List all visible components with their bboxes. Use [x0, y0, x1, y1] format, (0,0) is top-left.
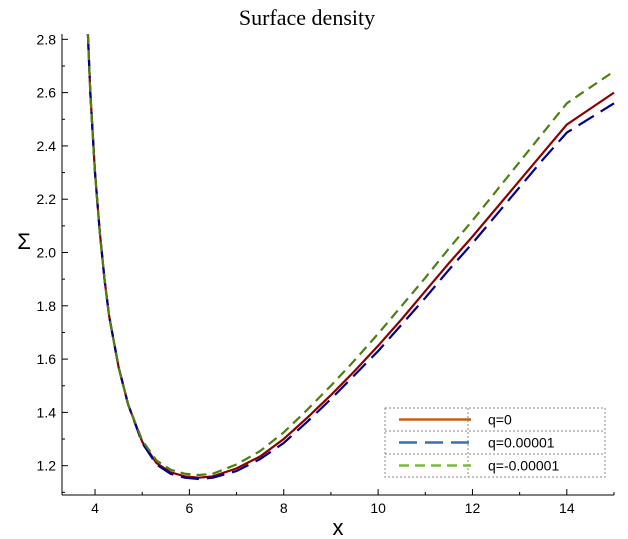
x-tick-label: 12	[465, 500, 481, 516]
y-tick-label: 1.2	[37, 458, 57, 474]
legend-label-3: q=-0.00001	[488, 458, 559, 474]
axes: 4 6 8 10 12 14 1.2 1.4 1.6 1.8 2.0 2.2 2.4 2.6 2.8	[37, 31, 615, 516]
series-line-2	[86, 33, 615, 481]
x-axis-label: x	[333, 515, 344, 539]
y-tick-label: 1.8	[37, 298, 57, 314]
y-tick-label: 1.4	[37, 404, 57, 420]
legend: q=0 q=0.00001 q=-0.00001	[384, 407, 606, 478]
x-tick-label: 10	[370, 500, 386, 516]
x-tick-label: 4	[91, 500, 99, 516]
y-tick-label: 2.8	[37, 31, 57, 47]
y-tick-label: 1.6	[37, 351, 57, 367]
x-tick-label: 14	[559, 500, 575, 516]
series-line-1	[86, 33, 615, 479]
y-tick-label: 2.6	[37, 85, 57, 101]
y-tick-label: 2.0	[37, 245, 57, 261]
legend-label-1: q=0	[488, 412, 512, 428]
x-tick-label: 6	[185, 500, 193, 516]
legend-label-2: q=0.00001	[488, 435, 555, 451]
series-line-3	[86, 33, 615, 477]
y-axis-label: Σ	[17, 229, 31, 254]
chart-title: Surface density	[239, 5, 375, 30]
series-layer	[86, 33, 615, 481]
y-tick-label: 2.4	[37, 138, 57, 154]
y-tick-label: 2.2	[37, 191, 57, 207]
x-tick-label: 8	[280, 500, 288, 516]
